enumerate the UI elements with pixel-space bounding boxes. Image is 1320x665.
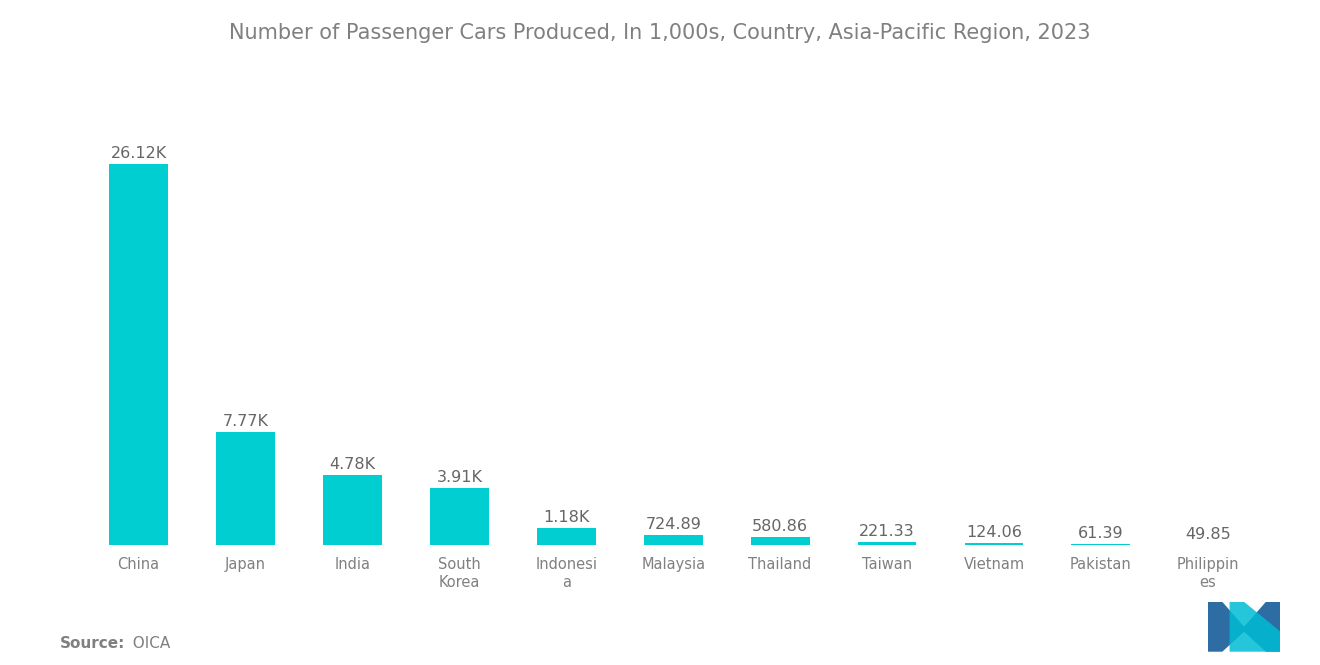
Text: 26.12K: 26.12K — [111, 146, 166, 161]
Text: 724.89: 724.89 — [645, 517, 701, 531]
Bar — [858, 542, 916, 545]
Bar — [965, 543, 1023, 545]
Bar — [430, 488, 488, 545]
Bar — [751, 537, 809, 545]
Text: 4.78K: 4.78K — [330, 458, 375, 472]
Polygon shape — [1230, 602, 1280, 652]
Text: Number of Passenger Cars Produced, In 1,000s, Country, Asia-Pacific Region, 2023: Number of Passenger Cars Produced, In 1,… — [230, 23, 1090, 43]
Text: 221.33: 221.33 — [859, 524, 915, 539]
Text: Source:: Source: — [59, 636, 125, 652]
Text: 124.06: 124.06 — [966, 525, 1022, 541]
Bar — [323, 475, 381, 545]
Bar — [110, 164, 168, 545]
Bar — [644, 535, 702, 545]
Bar — [537, 528, 595, 545]
Polygon shape — [1208, 602, 1280, 652]
Text: 580.86: 580.86 — [752, 519, 808, 534]
Text: 61.39: 61.39 — [1078, 527, 1123, 541]
Text: 1.18K: 1.18K — [543, 510, 590, 525]
Text: 7.77K: 7.77K — [223, 414, 268, 429]
Bar — [216, 432, 275, 545]
Text: OICA: OICA — [123, 636, 170, 652]
Text: 49.85: 49.85 — [1185, 527, 1230, 541]
Text: 3.91K: 3.91K — [437, 470, 482, 485]
